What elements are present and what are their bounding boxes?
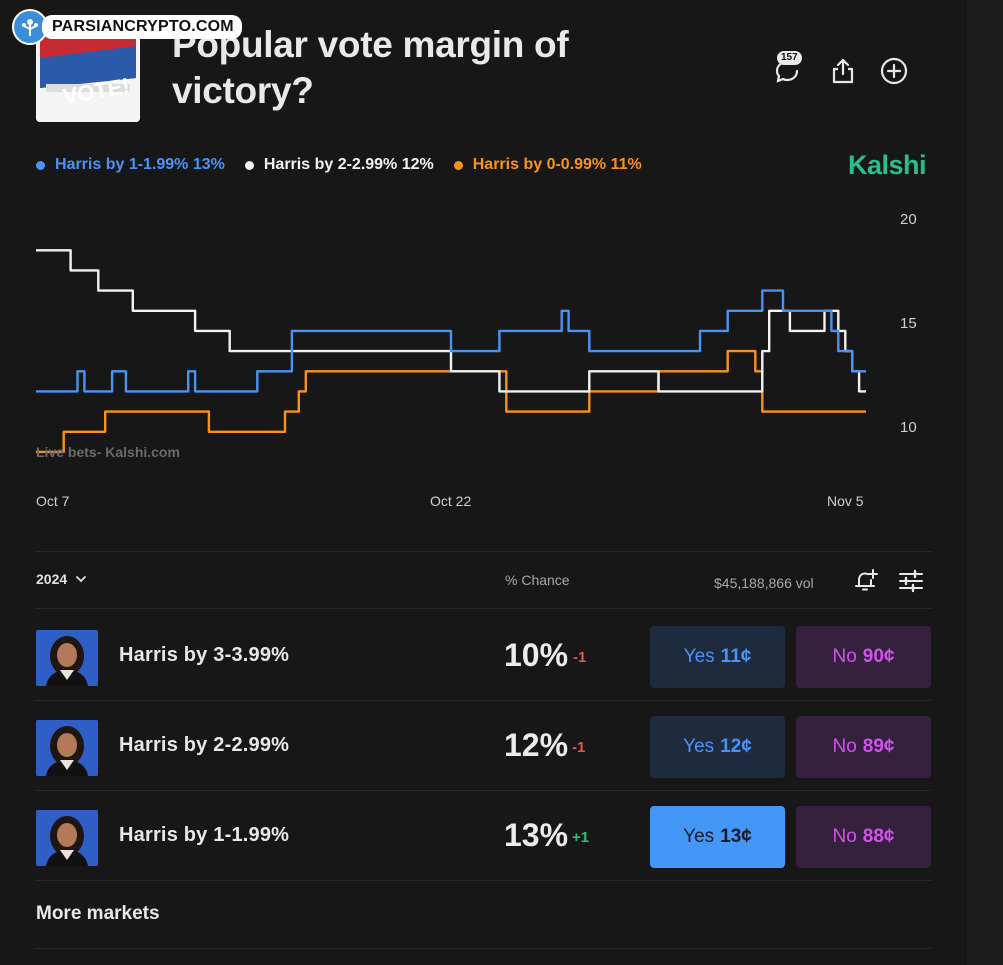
y-tick-label: 10 [900, 419, 917, 436]
legend-item-harris-0[interactable]: Harris by 0-0.99% 11% [453, 156, 642, 174]
chance-change: -1 [572, 739, 586, 756]
chance-value: 12% [504, 727, 569, 763]
price-chart[interactable] [0, 200, 1003, 520]
chart-legend: Harris by 1-1.99% 13% Harris by 2-2.99% … [36, 156, 642, 174]
chart-series-line [36, 289, 866, 393]
comment-count-badge: 157 [777, 51, 802, 65]
buy-yes-button[interactable]: Yes 13¢ [650, 806, 785, 868]
market-row[interactable]: Harris by 1-1.99% 13% +1 Yes 13¢ No 88¢ [36, 790, 931, 880]
legend-label: Harris by 2-2.99% 12% [263, 156, 434, 173]
market-label: Harris by 1-1.99% [119, 824, 290, 846]
page-title: Popular vote margin of victory? [172, 24, 569, 111]
divider [36, 700, 931, 701]
legend-dot [453, 160, 463, 170]
buy-no-button[interactable]: No 88¢ [796, 806, 931, 868]
chart-watermark: Live bets- Kalshi.com [36, 444, 180, 460]
divider [36, 790, 931, 791]
legend-dot [36, 160, 45, 170]
legend-item-harris-2[interactable]: Harris by 2-2.99% 12% [244, 156, 434, 174]
window-edge [967, 0, 1003, 965]
yes-label: Yes [683, 736, 715, 757]
no-price: 89¢ [862, 736, 895, 757]
yes-label: Yes [683, 826, 715, 847]
more-markets-link[interactable]: More markets [36, 903, 160, 924]
legend-item-harris-1[interactable]: Harris by 1-1.99% 13% [36, 156, 225, 174]
no-label: No [832, 826, 857, 847]
yes-label: Yes [683, 646, 715, 667]
chance-value: 13% [504, 817, 569, 853]
volume-label: $45,188,866 vol [714, 575, 814, 591]
watermark-text: PARSIANCRYPTO.COM [42, 15, 242, 39]
year-select-value: 2024 [36, 571, 68, 587]
share-icon[interactable] [826, 54, 860, 88]
chart-series-line [36, 249, 866, 393]
year-select[interactable]: 2024 [36, 571, 87, 587]
candidate-avatar [36, 810, 98, 866]
yes-price: 13¢ [720, 826, 752, 847]
divider [36, 608, 931, 609]
yes-price: 12¢ [720, 736, 752, 757]
candidate-avatar [36, 630, 98, 686]
no-label: No [832, 736, 857, 757]
comments-icon[interactable] [770, 54, 804, 88]
x-tick-label: Oct 22 [430, 493, 472, 509]
no-price: 90¢ [862, 646, 895, 667]
bell-plus-icon[interactable] [851, 566, 881, 596]
y-tick-label: 20 [900, 211, 917, 228]
market-label: Harris by 3-3.99% [119, 644, 290, 666]
chance-value: 10% [504, 637, 569, 673]
market-row[interactable]: Harris by 2-2.99% 12% -1 Yes 12¢ No 89¢ [36, 700, 931, 790]
legend-label: Harris by 1-1.99% 13% [55, 156, 225, 173]
no-price: 88¢ [862, 826, 895, 847]
market-label: Harris by 2-2.99% [119, 734, 290, 756]
legend-dot [244, 160, 254, 170]
watermark: PARSIANCRYPTO.COM [12, 9, 242, 45]
x-tick-label: Oct 7 [36, 493, 70, 509]
y-tick-label: 15 [900, 315, 917, 332]
buy-yes-button[interactable]: Yes 12¢ [650, 716, 785, 778]
no-label: No [832, 646, 857, 667]
kalshi-logo[interactable]: Kalshi [848, 150, 927, 180]
buy-no-button[interactable]: No 90¢ [796, 626, 931, 688]
candidate-avatar [36, 720, 98, 776]
buy-yes-button[interactable]: Yes 11¢ [650, 626, 785, 688]
divider [36, 551, 931, 552]
chance-change: +1 [572, 829, 590, 846]
yes-price: 11¢ [720, 646, 752, 667]
x-tick-label: Nov 5 [827, 493, 864, 509]
legend-label: Harris by 0-0.99% 11% [472, 156, 642, 173]
buy-no-button[interactable]: No 89¢ [796, 716, 931, 778]
divider [36, 948, 931, 949]
divider [36, 880, 931, 881]
add-icon[interactable] [877, 54, 911, 88]
chevron-down-icon [76, 576, 87, 583]
market-row[interactable]: Harris by 3-3.99% 10% -1 Yes 11¢ No 90¢ [36, 610, 931, 700]
chance-change: -1 [573, 649, 587, 666]
chance-column-header: % Chance [505, 572, 570, 588]
settings-sliders-icon[interactable] [896, 566, 926, 596]
